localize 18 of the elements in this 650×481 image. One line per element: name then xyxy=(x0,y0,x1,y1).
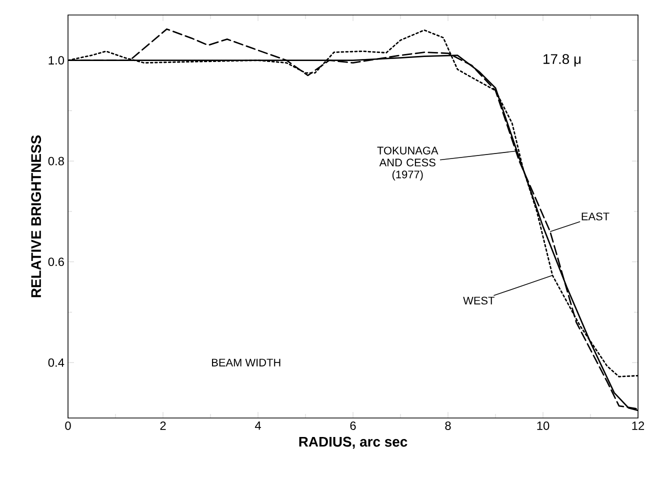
x-axis-title: RADIUS, arc sec xyxy=(299,436,408,449)
y-axis-title: RELATIVE BRIGHTNESS xyxy=(31,135,42,298)
y-tick-label: 1.0 xyxy=(48,56,64,65)
annotation: TOKUNAGA AND CESS (1977) xyxy=(377,146,438,181)
x-tick-label: 0 xyxy=(65,422,71,430)
y-tick-label: 0.6 xyxy=(48,258,64,266)
x-tick-label: 10 xyxy=(537,422,550,430)
y-tick-label: 0.4 xyxy=(48,358,64,367)
annotation: 17.8 μ xyxy=(544,54,580,67)
x-tick-label: 4 xyxy=(254,422,261,430)
x-tick-label: 2 xyxy=(160,422,166,430)
annotation: BEAM WIDTH xyxy=(212,358,280,366)
annotation: WEST xyxy=(463,296,494,304)
y-tick-label: 0.8 xyxy=(48,156,64,166)
x-tick-label: 12 xyxy=(632,422,644,430)
annotation: EAST xyxy=(582,212,610,220)
x-tick-label: 6 xyxy=(350,422,356,430)
x-tick-label: 8 xyxy=(445,422,451,430)
